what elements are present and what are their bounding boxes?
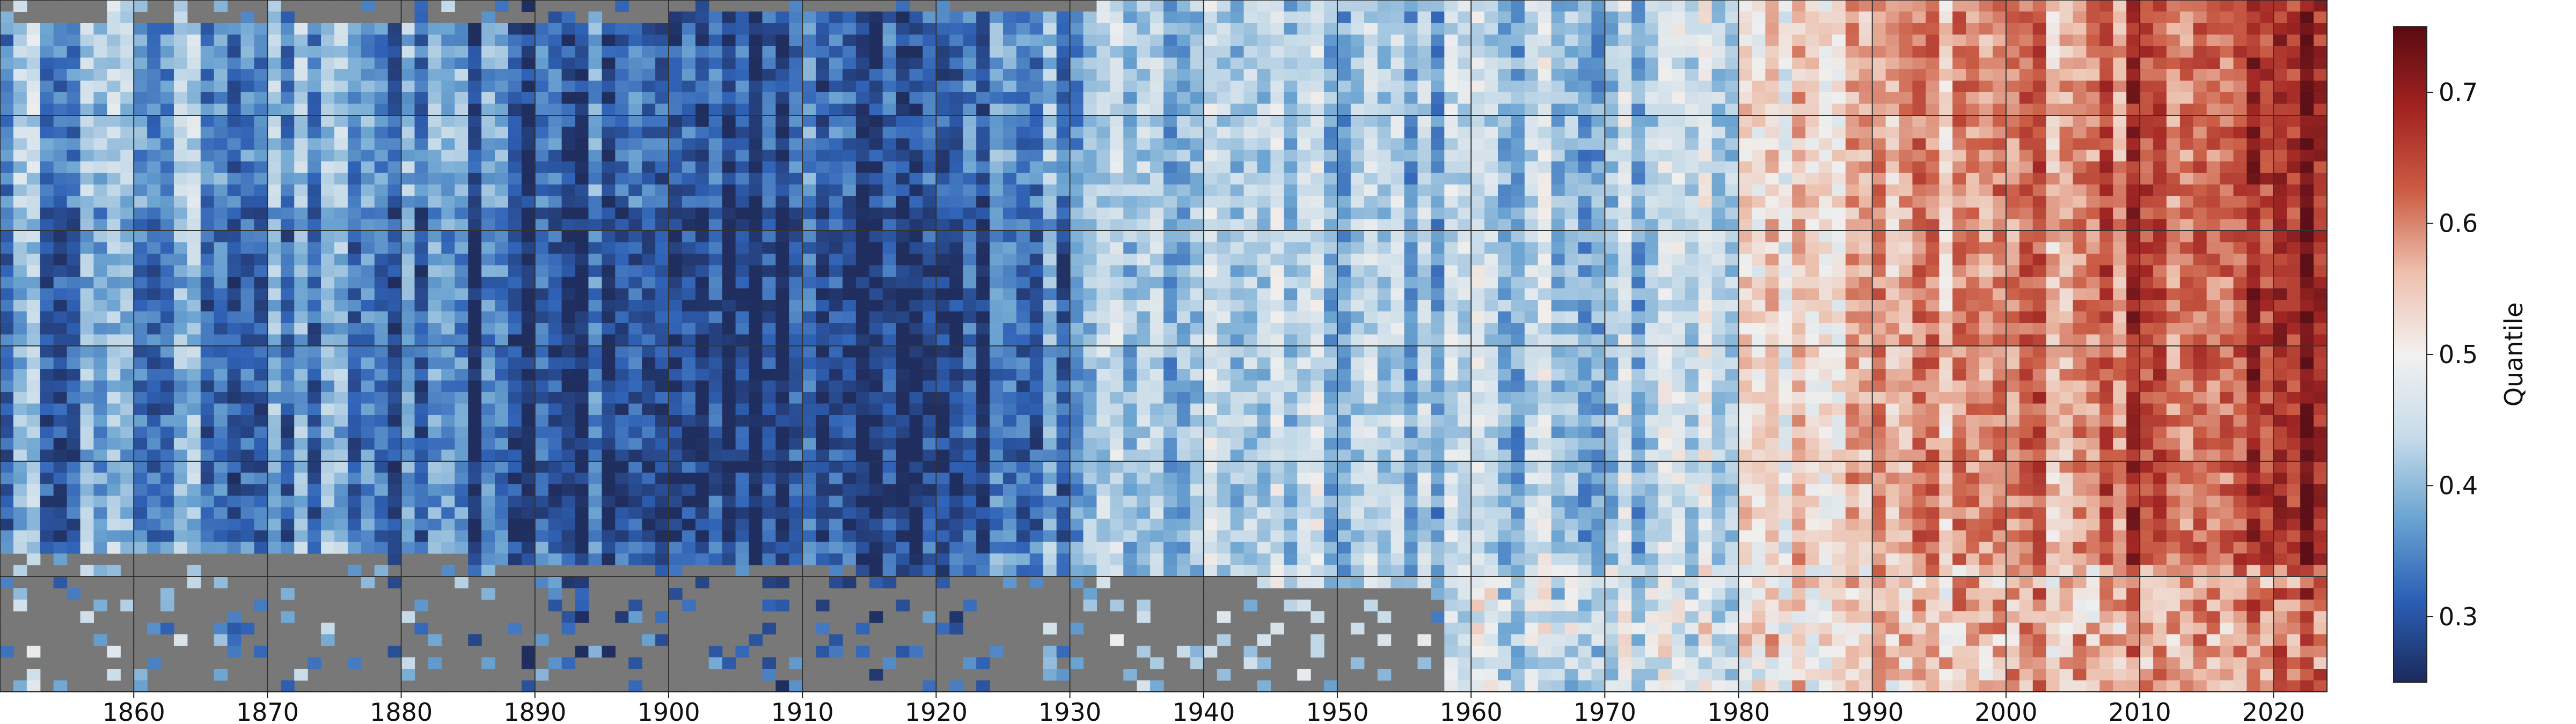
- heatmap-plot-area: [0, 0, 2328, 692]
